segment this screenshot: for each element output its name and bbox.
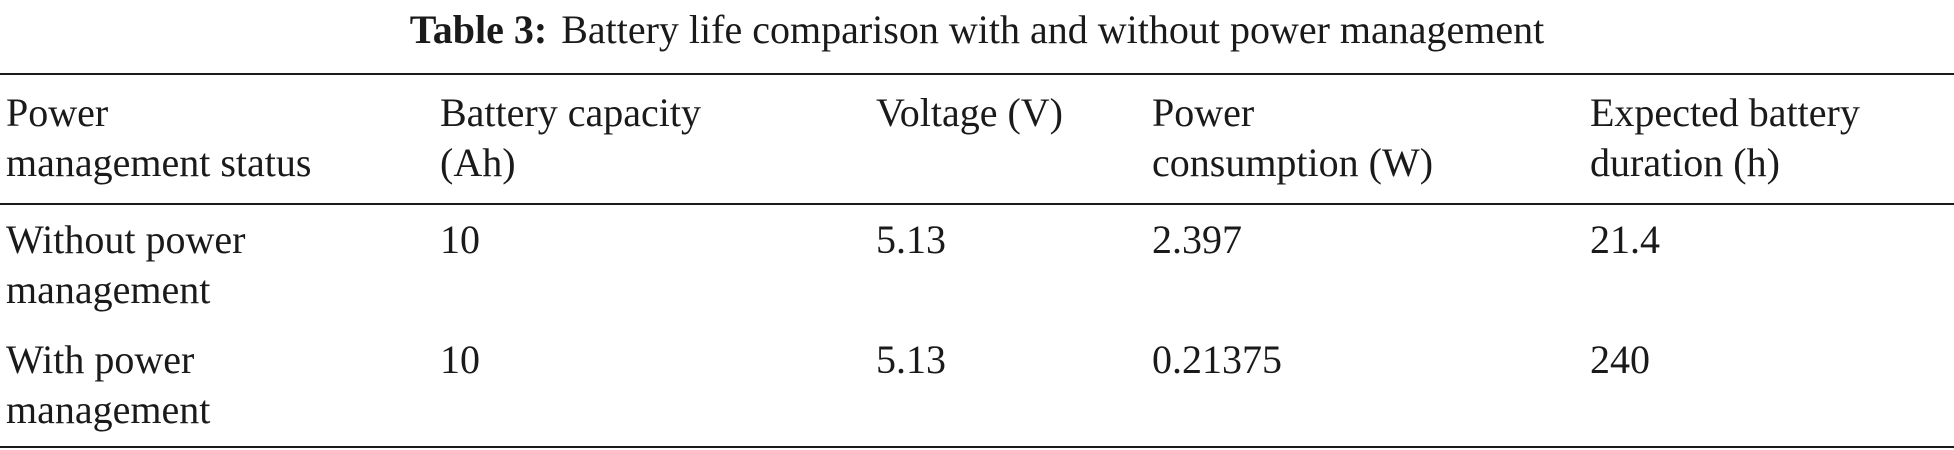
header-voltage: Voltage (V) bbox=[876, 90, 1063, 135]
row-with-duration: 240 bbox=[1590, 337, 1650, 382]
header-power-management-status: Power management status bbox=[6, 90, 312, 185]
row-without-capacity: 10 bbox=[440, 217, 480, 262]
header-rule bbox=[0, 203, 1954, 205]
bottom-rule bbox=[0, 446, 1954, 448]
header-expected-battery-duration: Expected battery duration (h) bbox=[1590, 90, 1860, 185]
row-with-voltage: 5.13 bbox=[876, 337, 946, 382]
row-without-voltage: 5.13 bbox=[876, 217, 946, 262]
row-without-power: 2.397 bbox=[1152, 217, 1242, 262]
header-battery-capacity: Battery capacity (Ah) bbox=[440, 90, 701, 185]
table-title: Battery life comparison with and without… bbox=[561, 6, 1545, 52]
row-with-capacity: 10 bbox=[440, 337, 480, 382]
table-caption: Table 3: Battery life comparison with an… bbox=[0, 0, 1954, 58]
row-without-power-management-status: Without power management bbox=[6, 217, 246, 312]
table-label: Table 3: bbox=[409, 6, 548, 52]
row-without-duration: 21.4 bbox=[1590, 217, 1660, 262]
row-with-power-management-status: With power management bbox=[6, 337, 211, 432]
top-rule bbox=[0, 73, 1954, 75]
row-with-power: 0.21375 bbox=[1152, 337, 1282, 382]
header-power-consumption: Power consumption (W) bbox=[1152, 90, 1434, 185]
